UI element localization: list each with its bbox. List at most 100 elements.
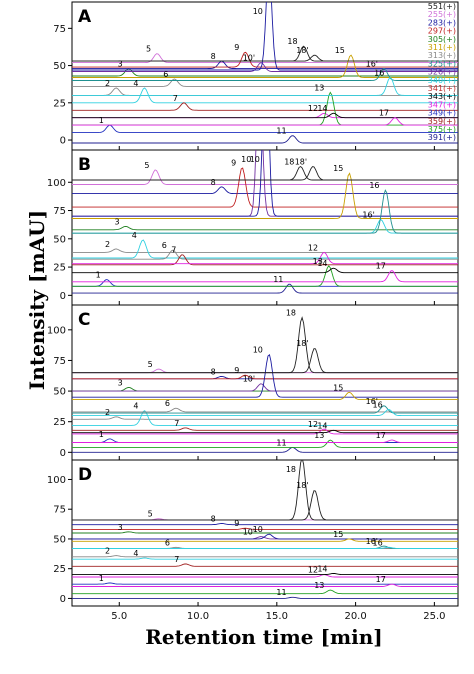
peak-label: 12: [308, 104, 318, 113]
trace-peak-15: [72, 538, 458, 542]
trace-peak-11: [72, 283, 458, 294]
y-tick-label: 50: [53, 234, 66, 245]
y-tick-label: 50: [53, 534, 66, 545]
peak-label: 4: [132, 231, 137, 240]
peak-label: 2: [105, 408, 110, 417]
legend-entry: 375(+): [428, 125, 456, 134]
traces: [72, 2, 458, 144]
trace-peak-15: [72, 172, 458, 219]
legend-entry: 391(+): [428, 133, 456, 142]
y-tick-label: 75: [53, 356, 66, 367]
y-tick-label: 100: [47, 178, 66, 189]
trace-peak-7: [72, 254, 458, 266]
y-tick-label: 75: [53, 24, 66, 35]
trace-peak-4: [72, 557, 458, 560]
trace-peak-3: [72, 386, 458, 392]
peak-label: 10': [243, 375, 255, 384]
trace-peak-11: [72, 135, 458, 144]
trace-peak-17: [72, 117, 458, 126]
x-tick-label: 5.0: [111, 611, 127, 622]
trace-peak-18p: [72, 348, 458, 374]
y-tick-label: 50: [53, 387, 66, 398]
panel-letter: D: [78, 465, 92, 485]
x-tick-label: 10.0: [187, 611, 209, 622]
peak-label: 3: [118, 378, 123, 387]
trace-peak-2: [72, 416, 458, 420]
peak-label: 6: [165, 538, 170, 547]
trace-peak-7: [72, 427, 458, 431]
trace-peak-4: [72, 87, 458, 104]
peak-label: 5: [148, 510, 153, 519]
trace-peak-1: [72, 582, 458, 585]
trace-peak-13: [72, 91, 458, 126]
trace-peak-10p: [72, 150, 458, 217]
panels: 12345678910'10111213141516'16171818'0255…: [47, 1, 459, 622]
trace-peak-12: [72, 574, 458, 578]
trace-peak-16: [72, 546, 458, 549]
peak-label: 16': [366, 397, 378, 406]
trace-peak-3: [72, 225, 458, 231]
trace-peak-11: [72, 447, 458, 453]
trace-peak-16: [72, 409, 458, 417]
peak-label: 8: [211, 367, 216, 376]
peak-label: 17: [376, 575, 386, 584]
trace-peak-14: [72, 267, 458, 274]
y-tick-label: 75: [53, 206, 66, 217]
x-tick-label: 15.0: [266, 611, 288, 622]
trace-peak-18p: [72, 166, 458, 181]
peak-label: 18: [287, 37, 297, 46]
y-tick-label: 25: [53, 564, 66, 575]
trace-peak-11: [72, 596, 458, 599]
trace-peak-14: [72, 573, 458, 576]
trace-peak-18: [72, 460, 458, 521]
legend-entry: 255(+): [428, 10, 456, 19]
x-axis-title: Retention time [min]: [145, 625, 382, 649]
trace-peak-2: [72, 87, 458, 96]
peak-label: 14: [317, 104, 327, 113]
peak-label: 13: [314, 431, 324, 440]
y-tick-label: 50: [53, 61, 66, 72]
panel-letter: B: [78, 155, 91, 175]
trace-peak-16: [72, 77, 458, 96]
peak-label: 2: [105, 547, 110, 556]
peak-label: 15: [333, 530, 343, 539]
x-tick-label: 25.0: [423, 611, 445, 622]
y-tick-label: 100: [47, 325, 66, 336]
peak-label: 12: [308, 243, 318, 252]
peak-label: 16': [362, 211, 374, 220]
trace-peak-10: [72, 2, 458, 71]
peak-label: 7: [173, 94, 178, 103]
trace-peak-12: [72, 112, 458, 119]
peak-label: 5: [148, 360, 153, 369]
trace-peak-8: [72, 60, 458, 70]
peak-label: 7: [174, 555, 179, 564]
legend-entry: 343(+): [428, 92, 456, 101]
panel-frame: [71, 304, 459, 461]
peak-label: 1: [96, 271, 101, 280]
peak-label: 18: [286, 465, 296, 474]
peak-label: 12: [308, 420, 318, 429]
y-tick-label: 25: [53, 263, 66, 274]
trace-peak-10: [72, 150, 458, 217]
peak-label: 16: [374, 69, 384, 78]
peak-label: 4: [133, 79, 138, 88]
trace-peak-18: [72, 45, 458, 62]
legend-entry: 341(+): [428, 84, 456, 93]
trace-peak-10p: [72, 62, 458, 72]
peak-label: 10: [253, 345, 263, 354]
trace-peak-10: [72, 354, 458, 398]
legend-entry: 283(+): [428, 18, 456, 27]
peak-label: 5: [144, 161, 149, 170]
peak-label: 10: [253, 525, 263, 534]
peak-label: 16': [366, 537, 378, 546]
y-tick-label: 75: [53, 505, 66, 516]
trace-peak-13: [72, 439, 458, 448]
peak-label: 13: [314, 83, 324, 92]
trace-peak-16p: [72, 219, 458, 234]
peak-label: 18': [296, 339, 308, 348]
peak-label: 10: [253, 7, 263, 16]
peak-label: 6: [165, 399, 170, 408]
trace-peak-12: [72, 428, 458, 435]
